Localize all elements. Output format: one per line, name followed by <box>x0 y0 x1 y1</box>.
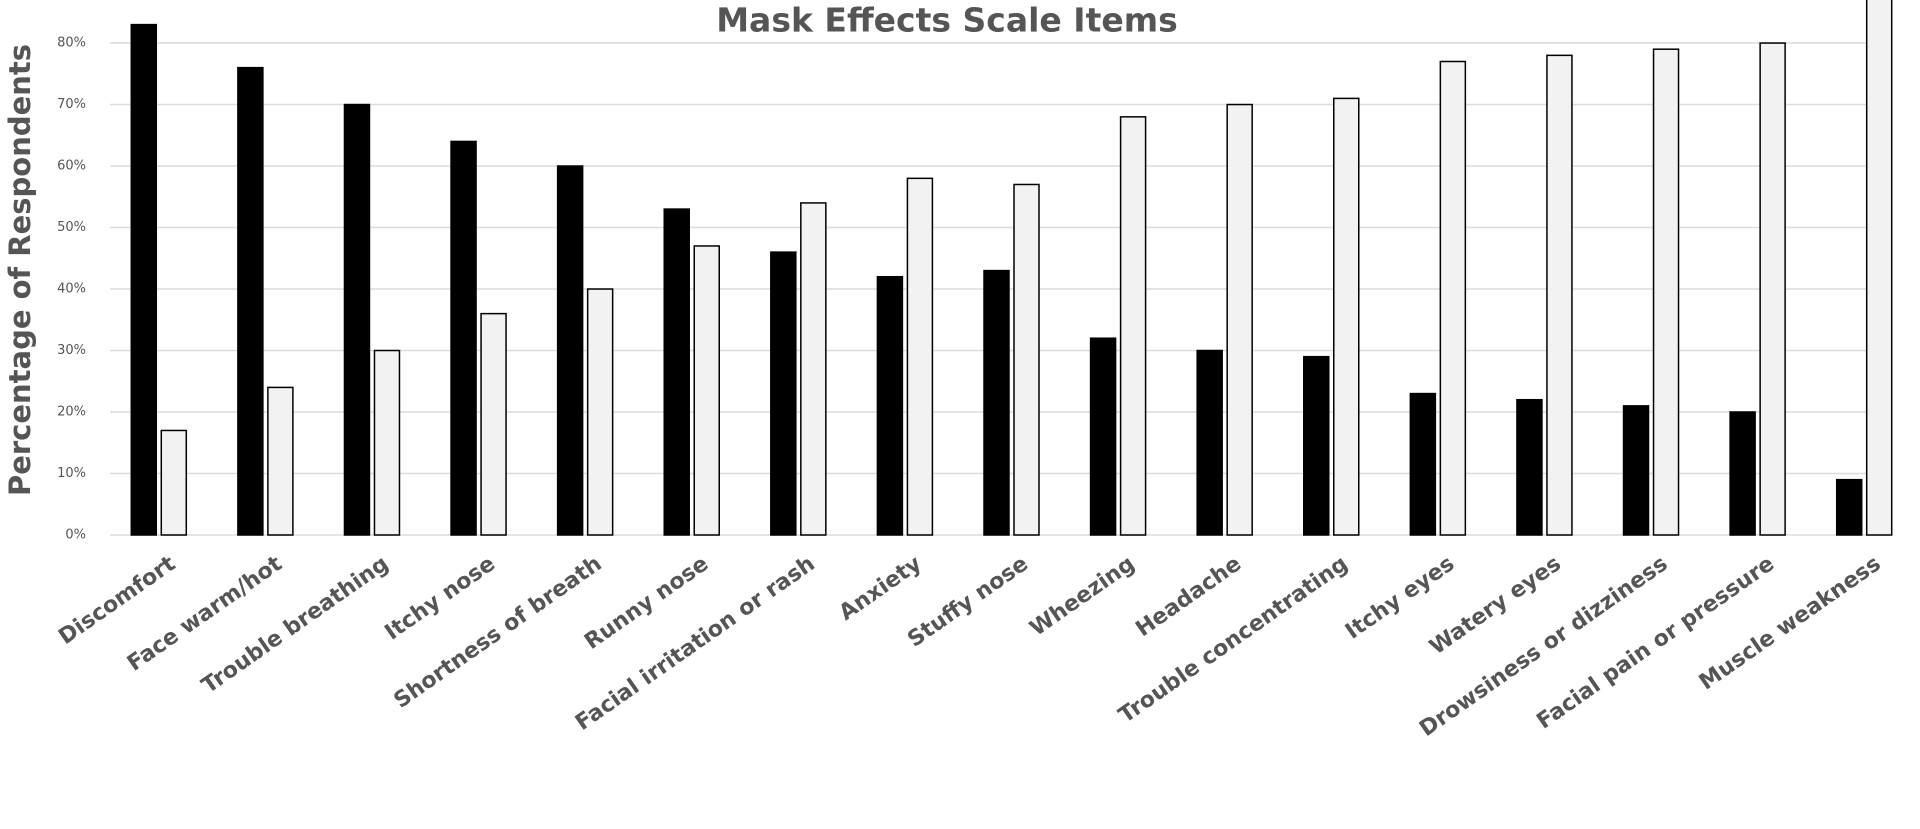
bar <box>1226 103 1253 536</box>
bar <box>480 312 507 536</box>
bar <box>1089 337 1117 536</box>
y-tick-label: 70% <box>57 97 86 112</box>
bar <box>450 140 477 536</box>
bar <box>237 66 264 536</box>
bar <box>770 251 797 536</box>
y-tick-label: 80% <box>57 36 86 51</box>
y-tick-label: 0% <box>65 528 86 543</box>
x-tick-label: Shortness of breath <box>390 551 607 713</box>
bar <box>1729 411 1756 536</box>
bar <box>1013 183 1040 536</box>
chart-title: Mask Effects Scale Items <box>716 1 1178 40</box>
bar <box>1865 0 1893 536</box>
bar <box>1835 478 1863 536</box>
x-tick-label: Muscle weakness <box>1695 551 1886 695</box>
x-tick-label: Trouble breathing <box>197 551 393 699</box>
bar <box>373 349 401 536</box>
x-tick-label: Stuffy nose <box>903 551 1033 652</box>
bar <box>906 177 934 536</box>
bar <box>1439 60 1467 536</box>
bar <box>1759 42 1786 536</box>
bar <box>130 23 158 536</box>
bar <box>343 103 371 536</box>
bar <box>1622 405 1650 536</box>
x-tick-label: Anxiety <box>835 551 927 626</box>
bar <box>983 269 1010 536</box>
bar <box>1546 54 1573 536</box>
bar <box>586 288 614 536</box>
bar <box>1516 398 1543 536</box>
y-tick-label: 60% <box>57 159 86 174</box>
y-tick-label: 30% <box>57 343 86 358</box>
y-tick-label: 20% <box>57 405 86 420</box>
bar <box>1409 392 1437 536</box>
y-tick-label: 50% <box>57 220 86 235</box>
bar <box>693 245 720 536</box>
bar <box>1303 355 1330 536</box>
x-tick-label: Wheezing <box>1026 551 1140 641</box>
bar <box>1333 97 1360 536</box>
bar <box>267 386 294 536</box>
bar <box>1196 349 1223 536</box>
bar <box>160 429 188 536</box>
bar <box>800 202 827 536</box>
y-tick-label: 40% <box>57 282 86 297</box>
bar <box>1652 48 1680 536</box>
bar <box>876 275 904 536</box>
y-axis-label: Percentage of Respondents <box>3 44 37 496</box>
bar <box>663 208 690 536</box>
y-tick-label: 10% <box>57 466 86 481</box>
bar <box>1119 116 1147 536</box>
bar <box>556 165 584 536</box>
